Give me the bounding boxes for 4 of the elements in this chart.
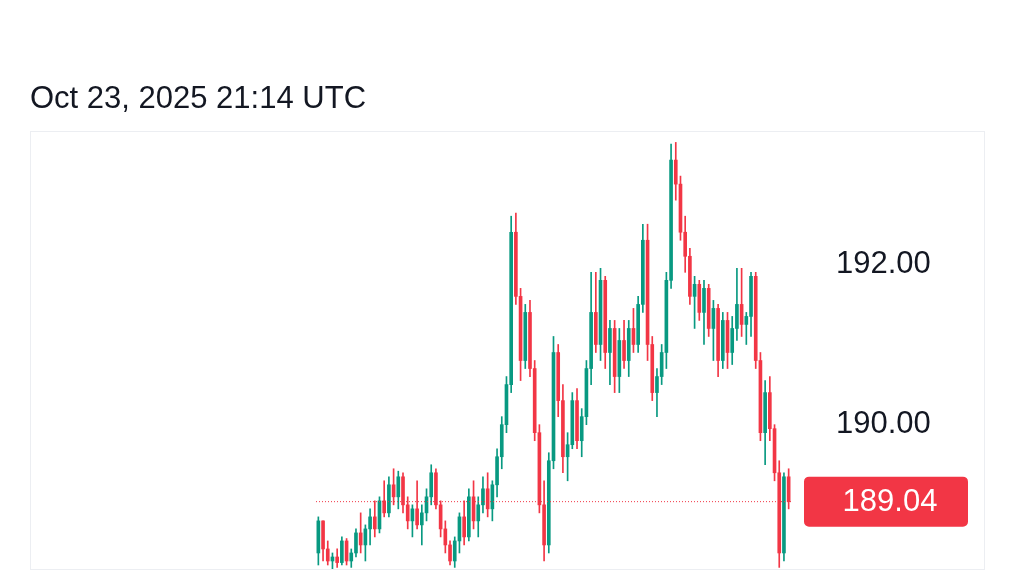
y-tick-label: 190.00 (836, 405, 931, 441)
ref-line-label: 189.04 (842, 483, 938, 519)
y-tick-label: 192.00 (836, 244, 931, 280)
chart-title: Oct 23, 2025 21:14 UTC (30, 80, 367, 116)
